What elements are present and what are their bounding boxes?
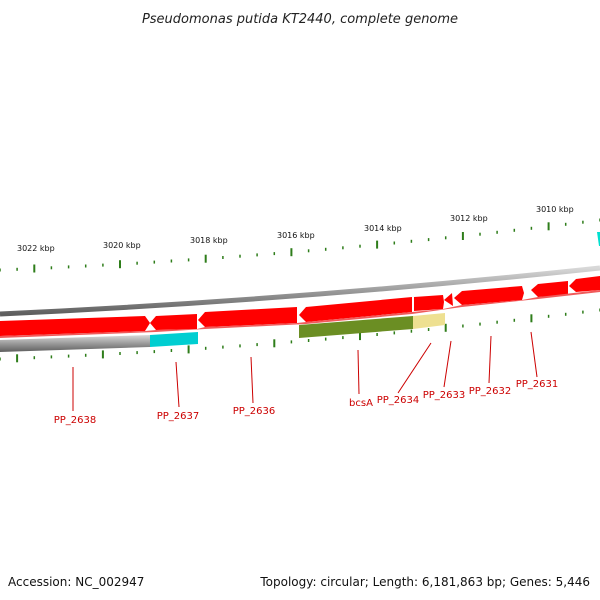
kbp-label-3020: 3020 kbp (103, 241, 141, 250)
cds-arrow-pp2633 (444, 293, 453, 306)
leader-pp2633 (443, 340, 452, 388)
kbp-label-3016: 3016 kbp (277, 231, 315, 240)
gene-label-leaders (72, 331, 538, 411)
outer-tick-marks (0, 218, 600, 273)
kbp-label-3022: 3022 kbp (17, 244, 55, 253)
inner-tick-marks (0, 308, 600, 363)
footer-accession: Accession: NC_002947 (8, 575, 144, 589)
cds-arrow-pp2638-region (0, 316, 150, 336)
gene-label-pp2638[interactable]: PP_2638 (54, 415, 97, 426)
gene-label-pp2631[interactable]: PP_2631 (516, 379, 559, 390)
leader-pp2636 (250, 356, 254, 404)
gene-label-pp2633[interactable]: PP_2633 (423, 390, 466, 401)
gene-label-pp2637[interactable]: PP_2637 (157, 411, 200, 422)
tick-layer (0, 218, 600, 363)
cds-arrow-pp2636 (198, 307, 297, 327)
cds-arrow-bcsA-region (299, 297, 412, 322)
feature-bar-pp2638 (0, 335, 150, 352)
kbp-label-3018: 3018 kbp (190, 236, 228, 245)
cds-arrow-pp2637-region (150, 314, 197, 330)
kbp-label-3010: 3010 kbp (536, 205, 574, 214)
kbp-label-3014: 3014 kbp (364, 224, 402, 233)
cds-arrow-edge (569, 276, 600, 292)
leader-pp2637 (175, 361, 180, 408)
cds-arrow-pp2632 (454, 286, 524, 305)
footer-topology: Topology: circular; Length: 6,181,863 bp… (259, 575, 590, 589)
gene-label-pp2634[interactable]: PP_2634 (377, 395, 420, 406)
edge-cyan-mark (597, 232, 600, 246)
gene-labels: PP_2638 PP_2637 PP_2636 bcsA PP_2634 PP_… (54, 379, 559, 426)
reverse-strand-features (0, 313, 445, 352)
feature-bar-pp2637 (150, 332, 198, 347)
feature-bar-bcsA-extension (413, 313, 445, 329)
gene-label-pp2632[interactable]: PP_2632 (469, 386, 512, 397)
cds-arrow-pp2631 (531, 281, 568, 297)
leader-pp2632 (488, 335, 492, 384)
kbp-scale-labels: 3022 kbp 3020 kbp 3018 kbp 3016 kbp 3014… (17, 205, 574, 253)
gene-label-bcsA[interactable]: bcsA (349, 398, 373, 409)
cds-arrow-pp2634 (414, 295, 444, 311)
gene-label-pp2636[interactable]: PP_2636 (233, 406, 276, 417)
leader-pp2631 (530, 331, 538, 378)
page-title: Pseudomonas putida KT2440, complete geno… (142, 12, 458, 27)
leader-pp2634 (397, 342, 432, 394)
leader-bcsA (357, 349, 360, 395)
feature-bar-bcsA (299, 316, 413, 338)
forward-strand-features (0, 276, 600, 338)
genome-backbone (0, 265, 600, 317)
kbp-label-3012: 3012 kbp (450, 214, 488, 223)
